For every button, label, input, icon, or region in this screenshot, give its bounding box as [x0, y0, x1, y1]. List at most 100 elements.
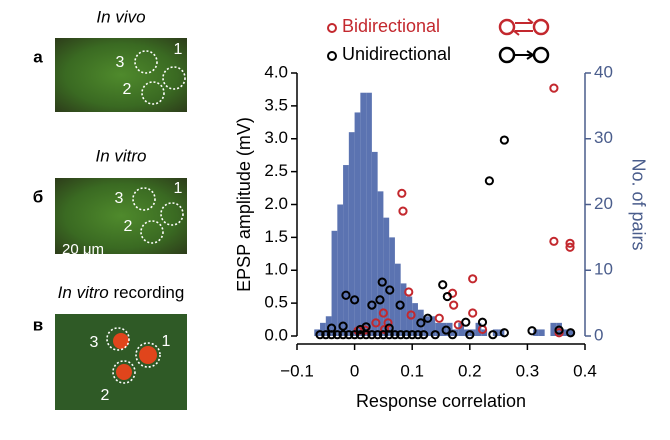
- scatter-point: [350, 330, 360, 340]
- y2-tick-label: 0: [594, 325, 603, 344]
- panel-letter: а: [33, 47, 43, 66]
- scatter-point: [565, 242, 575, 252]
- cell-label: 2: [123, 81, 132, 98]
- y-tick-label: 3.5: [264, 95, 288, 114]
- y-tick-label: 3.0: [264, 128, 288, 147]
- scatter-point: [395, 300, 405, 310]
- scatter-point: [371, 318, 381, 328]
- scatter-point: [383, 318, 393, 328]
- scatter-point: [321, 330, 331, 340]
- image-in-vivo: [55, 38, 187, 112]
- scatter-point: [406, 310, 416, 320]
- panel-texts: In vivo In vitro In vitro recording а б …: [33, 7, 185, 404]
- cell-label: 1: [162, 333, 171, 350]
- panel-letter: б: [33, 187, 44, 206]
- scatter-point: [390, 330, 400, 340]
- cell-label: 1: [174, 41, 183, 58]
- cell-outline: [162, 66, 186, 90]
- legend-icon: [532, 18, 550, 36]
- histogram-bar: [441, 322, 447, 336]
- y-tick-label: 0.5: [264, 293, 288, 312]
- scatter-point: [438, 280, 448, 290]
- scatter-point: [447, 330, 458, 340]
- cell: [113, 333, 129, 349]
- cell-outline: [112, 360, 136, 384]
- legend-icon: [498, 18, 516, 36]
- scatter-point: [377, 277, 387, 287]
- panel-title: In vitro: [95, 146, 146, 165]
- scatter-point: [413, 330, 423, 340]
- scatter-point: [344, 330, 354, 340]
- panel-title: In vitro recording: [58, 283, 185, 302]
- legend-icon: [498, 46, 516, 64]
- x-axis-label: Response correlation: [356, 391, 526, 411]
- cell-outline: [140, 220, 164, 244]
- cell: [139, 346, 157, 364]
- y2-tick-label: 30: [594, 128, 613, 147]
- histogram-bar: [567, 329, 574, 336]
- y2-tick-label: 10: [594, 260, 613, 279]
- x-tick-label: 0.1: [400, 361, 424, 380]
- cell-label: 3: [90, 334, 99, 351]
- cell-outline: [132, 187, 156, 211]
- scatter-point: [477, 317, 488, 327]
- scatter-point: [355, 330, 365, 340]
- legend-icon: [513, 18, 534, 36]
- legend-icon: [532, 46, 550, 64]
- scatter-point: [499, 135, 509, 145]
- scatter-point: [565, 238, 575, 248]
- scatter-point: [361, 322, 371, 332]
- y2-tick-label: 20: [594, 194, 613, 213]
- legend-marker: [327, 23, 337, 33]
- histogram-bar: [343, 165, 349, 336]
- scatter-point: [468, 308, 478, 318]
- histogram-bar: [354, 112, 361, 336]
- scatter-point: [527, 326, 537, 336]
- histogram-bar: [360, 92, 367, 336]
- histogram-bar: [320, 322, 326, 336]
- y-axis-label: EPSP amplitude (mV): [234, 117, 254, 292]
- scatter-point: [398, 206, 408, 216]
- scatter-point: [488, 330, 498, 340]
- histogram-bar: [550, 322, 557, 336]
- histogram-bar: [412, 303, 418, 336]
- x-tick-label: 0.2: [458, 361, 482, 380]
- scatter-point: [442, 291, 452, 302]
- y-tick-label: 0.0: [264, 325, 288, 344]
- y-tick-label: 2.0: [264, 194, 288, 213]
- histogram-bar: [348, 132, 355, 336]
- y-tick-label: 1.0: [264, 260, 288, 279]
- histogram-bar: [371, 151, 378, 336]
- y-tick-label: 4.0: [264, 62, 288, 81]
- scatter-point: [461, 317, 471, 327]
- scatter-point: [367, 330, 377, 340]
- scatter-point: [341, 290, 351, 300]
- scatter-point: [375, 295, 385, 305]
- histogram-bar: [429, 316, 436, 336]
- y2-tick-label: 40: [594, 62, 613, 81]
- histogram-bar: [435, 322, 441, 336]
- legend-label: Unidirectional: [342, 44, 451, 64]
- scatter-point: [315, 330, 325, 340]
- scatter-point: [338, 330, 348, 340]
- x-tick-label: 0: [350, 361, 359, 380]
- scatter-point: [434, 313, 444, 323]
- histogram-bar: [331, 230, 338, 336]
- y2-axis-label: No. of pairs: [628, 158, 648, 250]
- panel-title-rest: recording: [113, 283, 184, 302]
- histogram-bar: [561, 329, 568, 336]
- scatter-point: [441, 325, 451, 335]
- scatter-point: [332, 330, 342, 340]
- cell-outline: [106, 327, 130, 351]
- cell-label: 2: [101, 387, 110, 404]
- histogram-bar: [383, 217, 390, 336]
- scatter-point: [338, 321, 348, 331]
- cell-label: 1: [174, 180, 183, 197]
- cell-outline: [160, 202, 184, 226]
- scatter-point: [468, 274, 478, 284]
- cell-label: 3: [115, 190, 124, 207]
- scatter-point: [401, 330, 412, 340]
- scatter-point: [416, 318, 426, 328]
